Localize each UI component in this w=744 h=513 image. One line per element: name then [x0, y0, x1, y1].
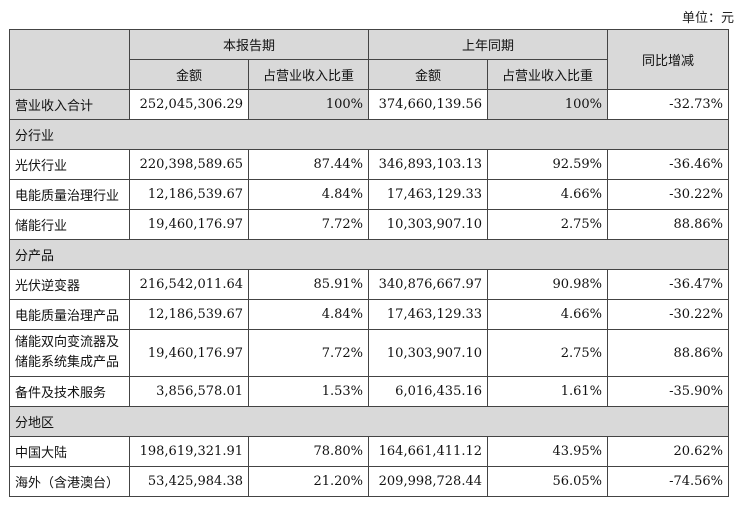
revenue-breakdown-table: 本报告期 上年同期 同比增减 金额 占营业收入比重 金额 占营业收入比重 营业收… [8, 29, 730, 497]
cell-prior-amount: 10,303,907.10 [368, 329, 489, 377]
header-current-period: 本报告期 [128, 29, 370, 60]
cell-prior-amount: 10,303,907.10 [368, 209, 489, 240]
cell-prior-amount: 164,661,411.12 [368, 436, 489, 467]
cell-cur-amount: 53,425,984.38 [129, 466, 249, 497]
header-cur-share: 占营业收入比重 [247, 59, 370, 90]
cell-prior-share: 1.61% [487, 376, 609, 407]
cell-prior-share: 4.66% [487, 179, 609, 210]
cell-prior-amount: 17,463,129.33 [368, 179, 489, 210]
unit-label: 单位：元 [681, 11, 734, 26]
cell-cur-share: 87.44% [247, 149, 370, 180]
row-label: 中国大陆 [9, 436, 130, 467]
cell-cur-amount: 220,398,589.65 [129, 149, 249, 180]
cell-prior-amount: 6,016,435.16 [368, 376, 489, 407]
table-row: 光伏逆变器 216,542,011.64 85.91% 340,876,667.… [9, 269, 730, 300]
cell-prior-amount: 374,660,139.56 [368, 89, 489, 120]
cell-prior-share: 2.75% [487, 209, 609, 240]
cell-prior-share: 43.95% [487, 436, 609, 467]
cell-prior-share: 92.59% [487, 149, 609, 180]
table-row: 备件及技术服务 3,856,578.01 1.53% 6,016,435.16 … [9, 376, 730, 407]
cell-prior-amount: 340,876,667.97 [368, 269, 489, 300]
cell-prior-amount: 17,463,129.33 [368, 299, 489, 330]
section-row-product: 分产品 [8, 239, 730, 270]
section-title: 分行业 [8, 119, 730, 150]
cell-cur-amount: 19,460,176.97 [129, 209, 249, 240]
row-label-line2: 储能系统集成产品 [15, 355, 120, 370]
cell-yoy: 88.86% [607, 329, 730, 377]
section-title: 分产品 [8, 239, 730, 270]
cell-cur-share: 1.53% [247, 376, 370, 407]
section-row-region: 分地区 [8, 406, 730, 437]
cell-yoy: -32.73% [607, 89, 730, 120]
row-label: 光伏行业 [9, 149, 130, 180]
cell-cur-share: 7.72% [247, 209, 370, 240]
header-blank [9, 29, 130, 90]
cell-yoy: -35.90% [607, 376, 730, 407]
cell-prior-share: 2.75% [487, 329, 609, 377]
header-cur-amount: 金额 [129, 59, 249, 90]
table-row: 海外（含港澳台） 53,425,984.38 21.20% 209,998,72… [9, 466, 730, 497]
table-row: 储能行业 19,460,176.97 7.72% 10,303,907.10 2… [9, 209, 730, 240]
row-label: 海外（含港澳台） [9, 466, 130, 497]
cell-cur-amount: 12,186,539.67 [129, 179, 249, 210]
header-prior-share: 占营业收入比重 [487, 59, 609, 90]
cell-cur-share: 21.20% [247, 466, 370, 497]
table-row: 电能质量治理行业 12,186,539.67 4.84% 17,463,129.… [9, 179, 730, 210]
cell-cur-amount: 216,542,011.64 [129, 269, 249, 300]
table-row-total: 营业收入合计 252,045,306.29 100% 374,660,139.5… [9, 89, 730, 120]
header-prior-period: 上年同期 [368, 29, 609, 60]
row-label: 电能质量治理行业 [9, 179, 130, 210]
header-yoy-change: 同比增减 [607, 29, 730, 90]
header-prior-amount: 金额 [368, 59, 489, 90]
cell-cur-share: 4.84% [247, 299, 370, 330]
row-label: 光伏逆变器 [9, 269, 130, 300]
row-label: 备件及技术服务 [9, 376, 130, 407]
row-label: 储能双向变流器及 储能系统集成产品 [9, 329, 130, 377]
cell-cur-amount: 19,460,176.97 [129, 329, 249, 377]
cell-prior-amount: 346,893,103.13 [368, 149, 489, 180]
cell-yoy: 20.62% [607, 436, 730, 467]
section-title: 分地区 [8, 406, 730, 437]
cell-yoy: -30.22% [607, 179, 730, 210]
cell-cur-share: 78.80% [247, 436, 370, 467]
table-row: 光伏行业 220,398,589.65 87.44% 346,893,103.1… [9, 149, 730, 180]
cell-cur-amount: 3,856,578.01 [129, 376, 249, 407]
cell-yoy: -30.22% [607, 299, 730, 330]
cell-yoy: 88.86% [607, 209, 730, 240]
table-row: 储能双向变流器及 储能系统集成产品 19,460,176.97 7.72% 10… [9, 329, 730, 377]
table-row: 中国大陆 198,619,321.91 78.80% 164,661,411.1… [9, 436, 730, 467]
cell-cur-share: 85.91% [247, 269, 370, 300]
cell-cur-share: 100% [247, 89, 370, 120]
cell-cur-amount: 198,619,321.91 [129, 436, 249, 467]
cell-yoy: -36.46% [607, 149, 730, 180]
section-row-industry: 分行业 [8, 119, 730, 150]
cell-prior-share: 100% [487, 89, 609, 120]
row-label: 储能行业 [9, 209, 130, 240]
cell-prior-amount: 209,998,728.44 [368, 466, 489, 497]
row-label: 营业收入合计 [9, 89, 130, 120]
row-label: 电能质量治理产品 [9, 299, 130, 330]
cell-cur-amount: 12,186,539.67 [129, 299, 249, 330]
cell-cur-share: 7.72% [247, 329, 370, 377]
table-row: 电能质量治理产品 12,186,539.67 4.84% 17,463,129.… [9, 299, 730, 330]
cell-prior-share: 4.66% [487, 299, 609, 330]
row-label-line1: 储能双向变流器及 [15, 335, 120, 350]
cell-cur-share: 4.84% [247, 179, 370, 210]
cell-yoy: -74.56% [607, 466, 730, 497]
cell-cur-amount: 252,045,306.29 [129, 89, 249, 120]
cell-yoy: -36.47% [607, 269, 730, 300]
cell-prior-share: 90.98% [487, 269, 609, 300]
cell-prior-share: 56.05% [487, 466, 609, 497]
